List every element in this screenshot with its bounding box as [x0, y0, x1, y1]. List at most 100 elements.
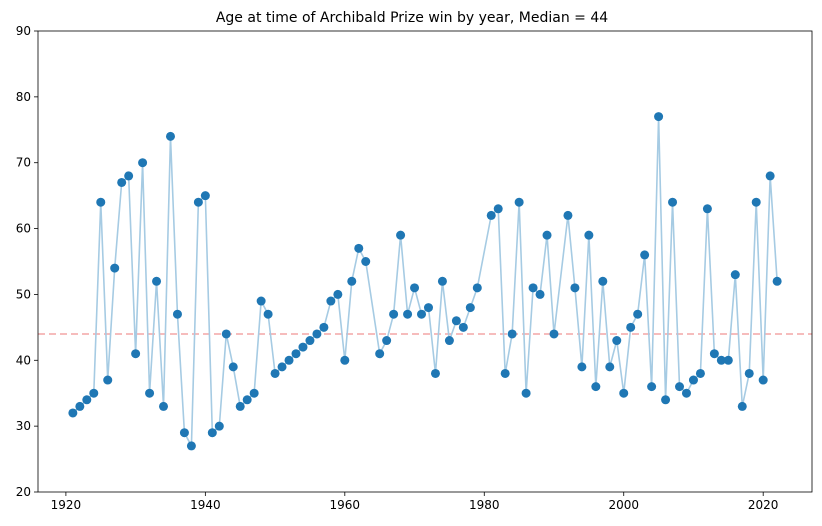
data-point-1994 [577, 362, 587, 372]
data-point-2009 [681, 388, 691, 398]
data-point-1933 [152, 276, 162, 286]
data-point-1976 [451, 316, 461, 326]
data-point-2013 [709, 349, 719, 359]
data-point-1953 [291, 349, 301, 359]
y-tick-label-20: 20 [16, 485, 31, 499]
data-point-1939 [193, 197, 203, 207]
data-point-2016 [730, 270, 740, 280]
data-point-1978 [465, 303, 475, 313]
y-tick-label-60: 60 [16, 222, 31, 236]
data-point-2007 [668, 197, 678, 207]
data-point-1988 [535, 289, 545, 299]
data-point-1961 [347, 276, 357, 286]
data-point-2005 [654, 112, 664, 122]
data-point-2008 [675, 382, 685, 392]
data-point-1979 [472, 283, 482, 293]
data-point-1927 [110, 263, 120, 273]
data-point-1946 [242, 395, 252, 405]
data-point-1925 [96, 197, 106, 207]
x-tick-label-1920: 1920 [51, 498, 82, 512]
data-point-2010 [688, 375, 698, 385]
data-point-2002 [633, 309, 643, 319]
data-point-1986 [521, 388, 531, 398]
x-tick-label-1960: 1960 [330, 498, 361, 512]
data-point-1983 [500, 368, 510, 378]
data-point-1950 [270, 368, 280, 378]
data-point-1957 [319, 322, 329, 332]
data-point-1972 [423, 303, 433, 313]
data-point-1996 [591, 382, 601, 392]
data-point-1987 [528, 283, 538, 293]
data-point-1943 [221, 329, 231, 339]
data-point-1930 [131, 349, 141, 359]
data-point-1949 [263, 309, 273, 319]
data-point-1971 [417, 309, 427, 319]
data-point-1959 [333, 289, 343, 299]
data-point-1932 [145, 388, 155, 398]
data-point-1995 [584, 230, 594, 240]
data-point-1935 [165, 131, 175, 141]
axes-frame [37, 30, 813, 493]
data-point-1931 [138, 158, 148, 168]
y-tick-label-40: 40 [16, 353, 31, 367]
y-tick-label-50: 50 [16, 287, 31, 301]
data-point-1990 [549, 329, 559, 339]
data-point-1948 [256, 296, 266, 306]
data-point-1955 [305, 336, 315, 346]
data-point-1963 [361, 257, 371, 266]
data-point-1945 [235, 401, 245, 411]
data-point-2001 [626, 322, 636, 332]
data-point-1929 [124, 171, 134, 181]
data-point-2000 [619, 388, 629, 398]
data-point-1924 [89, 388, 99, 398]
data-point-1952 [284, 355, 294, 365]
data-point-1941 [207, 428, 217, 438]
data-point-2011 [695, 368, 705, 378]
data-point-1965 [375, 349, 385, 359]
x-tick-label-2000: 2000 [608, 498, 639, 512]
data-point-1937 [179, 428, 189, 438]
data-point-1921 [68, 408, 78, 418]
data-point-1936 [172, 309, 182, 319]
data-point-2021 [765, 171, 775, 181]
data-point-1922 [75, 401, 85, 411]
data-point-2006 [661, 395, 671, 405]
data-point-1981 [486, 210, 496, 220]
data-point-2015 [723, 355, 733, 365]
data-point-1960 [340, 355, 350, 365]
data-point-1923 [82, 395, 92, 405]
data-point-1998 [605, 362, 615, 372]
data-point-1970 [410, 283, 420, 293]
data-point-1944 [228, 362, 238, 372]
y-tick-label-80: 80 [16, 90, 31, 104]
data-point-2003 [640, 250, 650, 260]
chart-title: Age at time of Archibald Prize win by ye… [216, 10, 608, 26]
data-point-1997 [598, 276, 608, 286]
data-point-1938 [186, 441, 196, 451]
data-point-1926 [103, 375, 113, 385]
data-point-1974 [437, 276, 447, 286]
data-point-1962 [354, 243, 364, 253]
data-point-2022 [772, 276, 782, 286]
series-line [72, 116, 778, 449]
data-point-2017 [737, 401, 747, 411]
y-tick-label-30: 30 [16, 419, 31, 433]
data-point-1969 [403, 309, 413, 319]
data-point-1954 [298, 342, 308, 352]
data-point-1982 [493, 204, 503, 214]
data-point-2004 [647, 382, 657, 392]
x-tick-label-1940: 1940 [190, 498, 221, 512]
data-point-2014 [716, 355, 726, 365]
data-point-2020 [758, 375, 768, 385]
data-point-1977 [458, 322, 468, 332]
data-point-1973 [430, 368, 440, 378]
y-tick-label-90: 90 [16, 24, 31, 38]
data-point-1993 [570, 283, 580, 293]
data-point-1951 [277, 362, 287, 372]
data-point-1985 [514, 197, 524, 207]
series-layer [68, 112, 782, 451]
x-tick-label-2020: 2020 [748, 498, 779, 512]
data-point-1967 [389, 309, 399, 319]
